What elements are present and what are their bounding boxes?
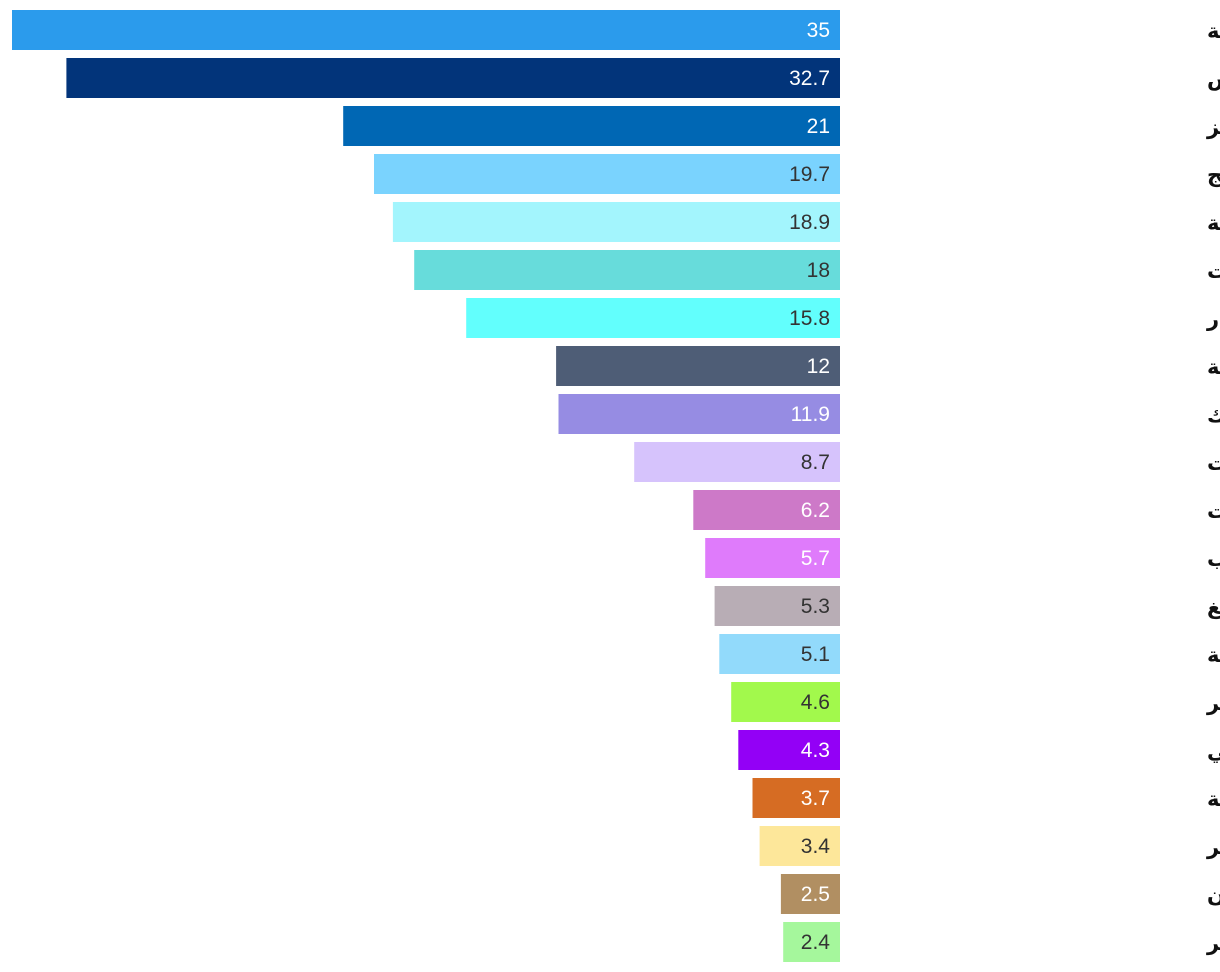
bar-value-label: 8.7 <box>801 451 830 474</box>
category-label: منتجات المطاط والبلاستيك <box>1207 403 1220 427</box>
bar <box>343 106 840 146</box>
category-label: المنسوجات <box>1207 259 1220 283</box>
bar <box>414 250 840 290</box>
bar <box>12 10 840 50</box>
category-label: المعدات والأجهزة الكهربائية <box>1207 209 1220 235</box>
category-label: منتجات الخشب <box>1207 547 1220 571</box>
category-label: الحواسيب والإلكترونيات والبصريات <box>1207 451 1220 475</box>
category-label: الملابس <box>1207 67 1220 91</box>
bar <box>759 826 840 866</box>
category-label: المنتجات الجلدية <box>1207 19 1220 43</box>
bar-value-label: 4.3 <box>801 739 830 762</box>
bar-value-label: 15.8 <box>789 307 830 330</box>
category-label: المشروبات ومنتجات التبغ <box>1207 595 1220 619</box>
bar <box>752 778 840 818</box>
bar <box>374 154 840 194</box>
bar <box>738 730 840 770</box>
bar-value-label: 5.7 <box>801 547 830 570</box>
category-label: المنتجات الغذائية غير المصنفة <box>1207 643 1220 667</box>
bar-value-label: 11.9 <box>791 403 830 426</box>
bar-value-label: 19.7 <box>789 163 830 186</box>
bar <box>693 490 840 530</box>
bar <box>719 634 840 674</box>
bar-value-label: 32.7 <box>789 67 830 90</box>
bar <box>714 586 840 626</box>
category-label: منتجات الألبان <box>1207 881 1220 907</box>
category-label: الصوف وشرانق دود القز <box>1206 115 1220 139</box>
category-label: الخضراوات والفواكه والمكسرات <box>1207 499 1220 523</box>
category-label: الحبوب غير المصنفة في موضع آخر <box>1206 930 1220 955</box>
bar <box>556 346 840 386</box>
category-label: المنتجات الورقية والنشر <box>1206 691 1220 715</box>
bar-value-label: 5.1 <box>801 643 830 666</box>
category-label: الغاز الطبيعي <box>1207 739 1220 763</box>
bar <box>558 394 840 434</box>
category-label: المعادن الحديدية <box>1207 355 1220 379</box>
bar <box>634 442 840 482</box>
bar-value-label: 18.9 <box>789 211 830 234</box>
bar-value-label: 3.7 <box>801 787 830 810</box>
bar <box>466 298 840 338</box>
bar-value-label: 6.2 <box>801 499 830 522</box>
bar-value-label: 4.6 <box>801 691 830 714</box>
bar <box>783 922 840 962</box>
bar-value-label: 3.4 <box>801 835 831 858</box>
bar <box>731 682 840 722</box>
bar-value-label: 18 <box>807 259 830 282</box>
bar <box>392 202 840 242</box>
category-label: السكر <box>1206 835 1220 859</box>
bar-value-label: 35 <box>807 19 830 42</box>
bar <box>66 58 840 98</box>
category-label: الأرز المعالج <box>1207 161 1220 187</box>
category-label: المركبات وقطع الغيار <box>1206 307 1220 331</box>
bar-value-label: 12 <box>807 355 830 378</box>
bar-value-label: 2.4 <box>801 931 831 954</box>
bar <box>780 874 840 914</box>
bar-value-label: 21 <box>807 115 830 138</box>
bar-value-label: 2.5 <box>801 883 830 906</box>
bar-value-label: 5.3 <box>801 595 830 618</box>
category-label: الزيوت والدهون النباتية <box>1207 787 1220 811</box>
bar <box>705 538 840 578</box>
